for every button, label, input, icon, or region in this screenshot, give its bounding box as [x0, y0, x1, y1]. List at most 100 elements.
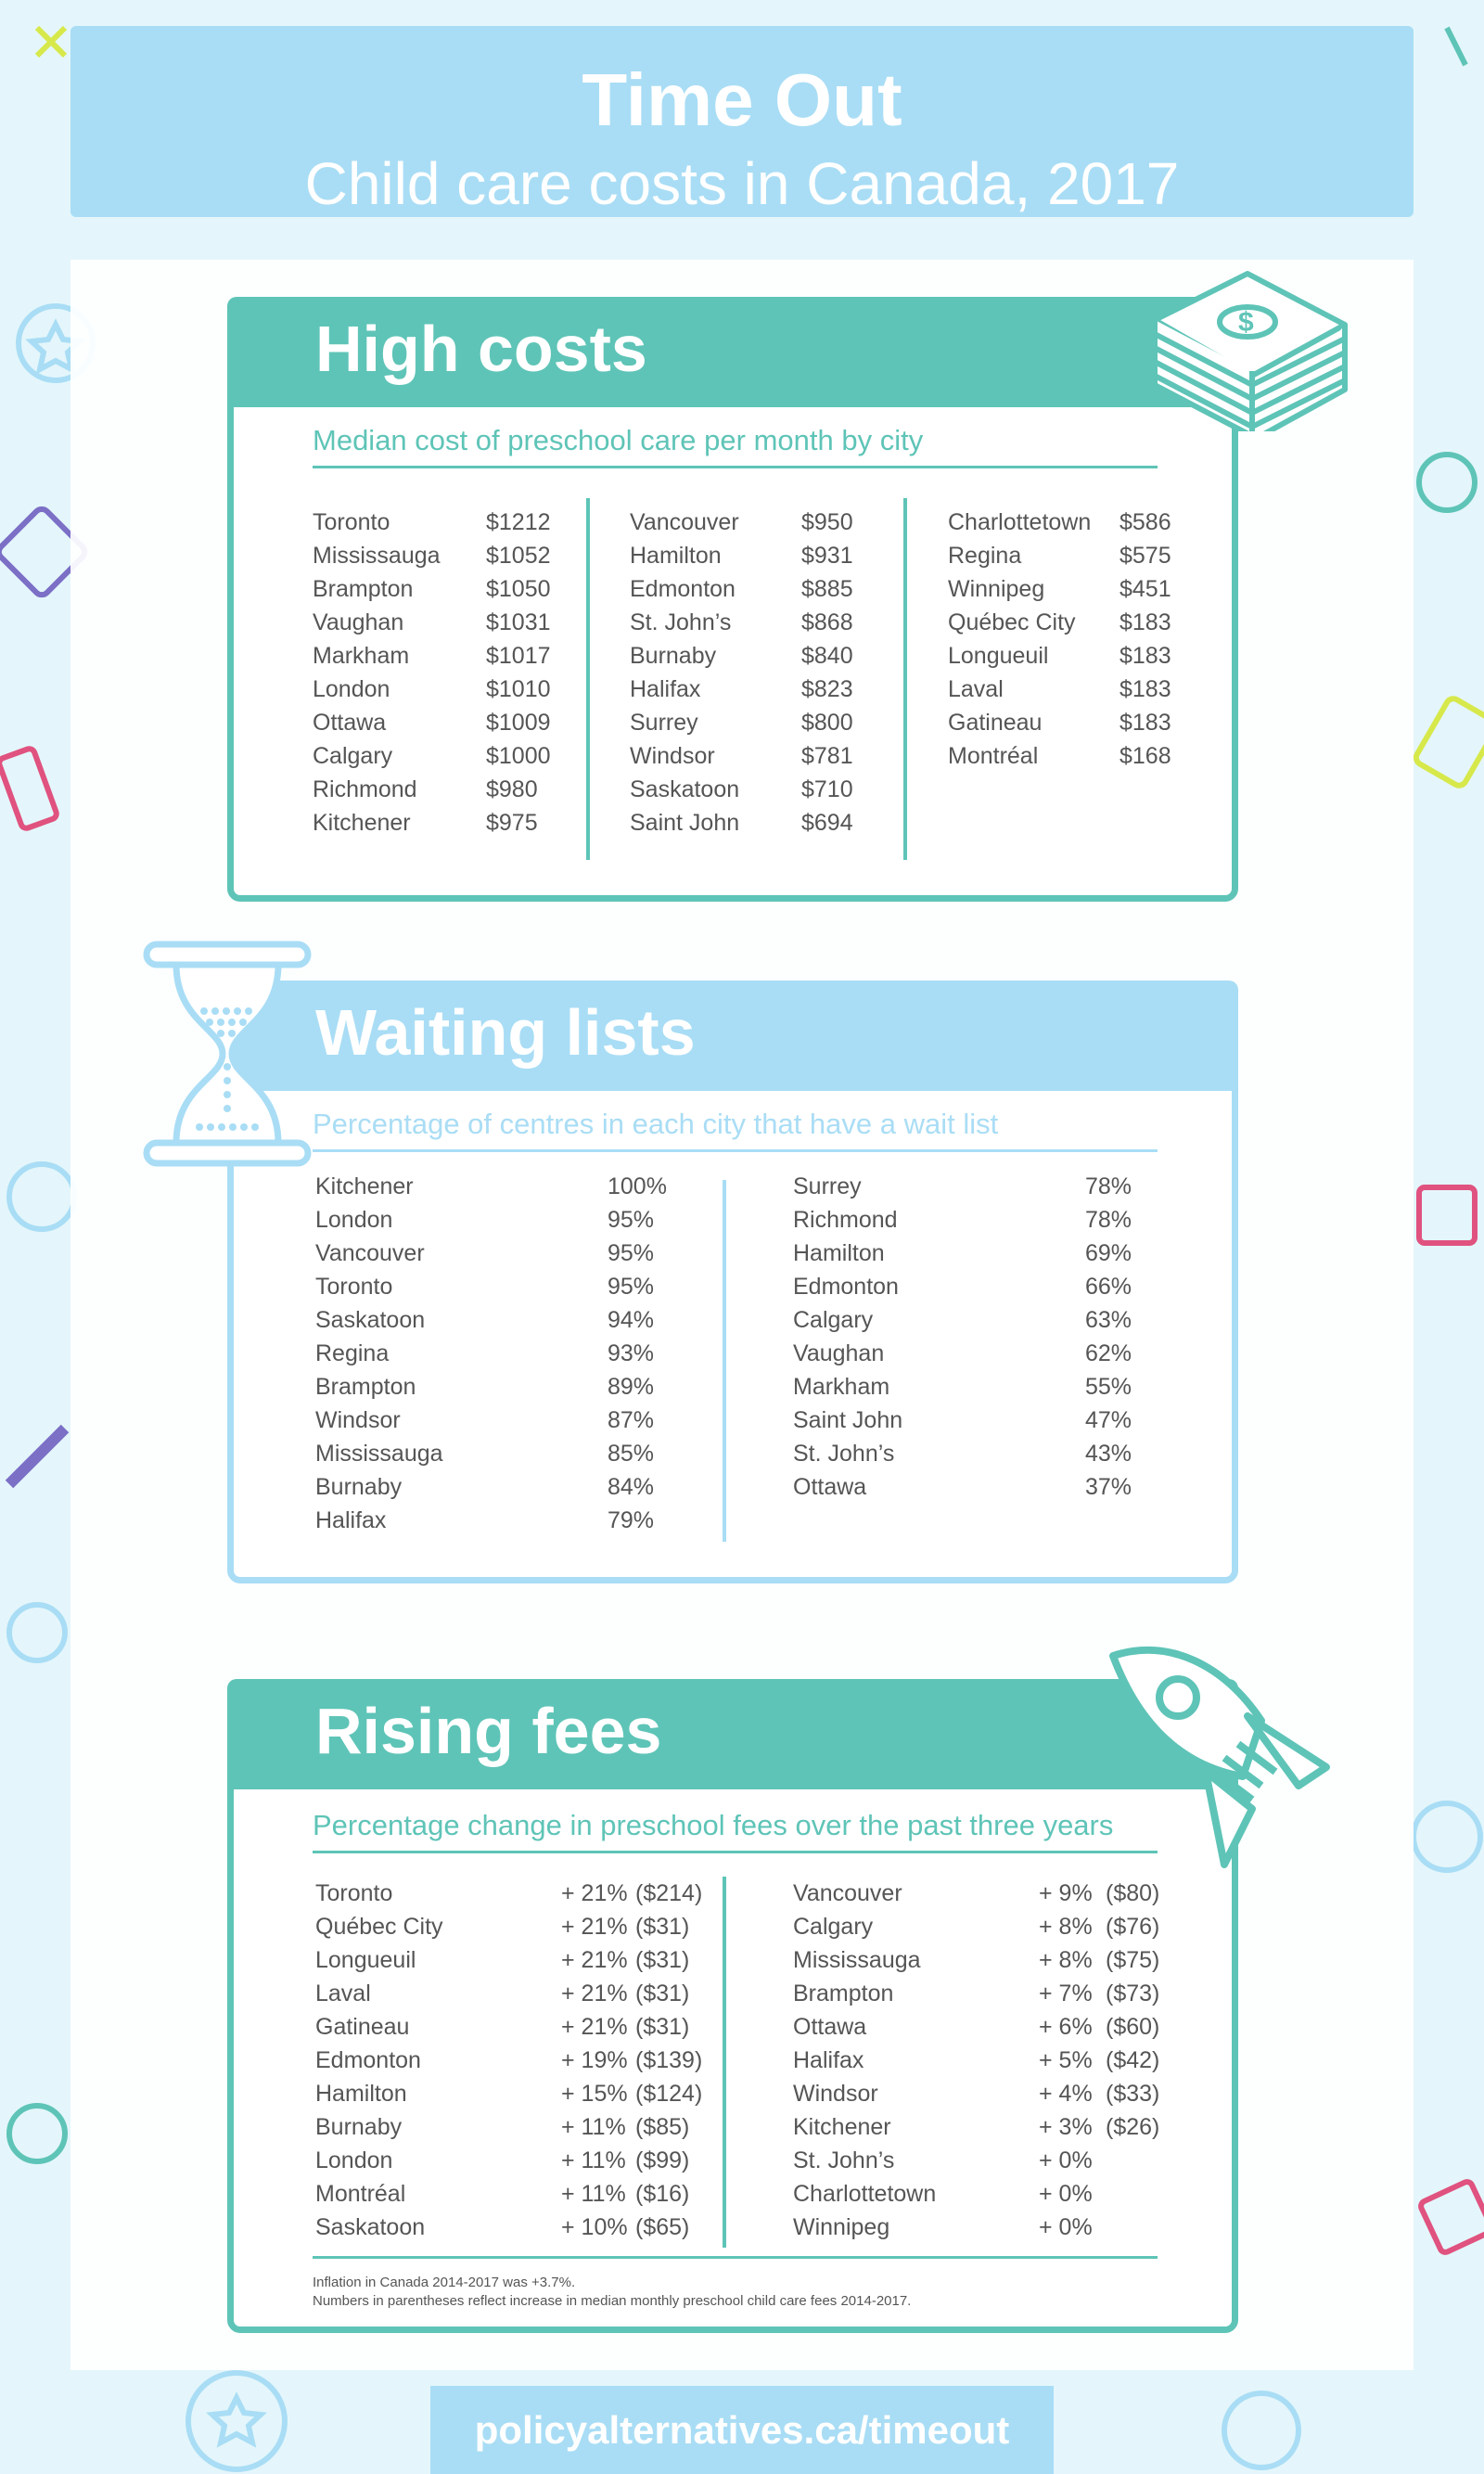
- table-row: Halifax + 5% ($42): [793, 2044, 1201, 2077]
- table-row: Hamilton + 15% ($124): [315, 2077, 723, 2110]
- city-name: Brampton: [315, 1374, 416, 1400]
- table-row: Windsor $781: [630, 739, 862, 773]
- city-name: Winnipeg: [793, 2214, 890, 2240]
- city-name: Regina: [315, 1340, 390, 1366]
- city-name: Calgary: [313, 743, 393, 769]
- table-row: Surrey $800: [630, 706, 862, 739]
- city-name: Charlottetown: [948, 509, 1092, 535]
- city-name: Calgary: [793, 1914, 874, 1940]
- rocket-icon: [1109, 1646, 1330, 1868]
- column-divider: [723, 1877, 726, 2248]
- monthly-cost: $1010: [486, 676, 551, 702]
- table-row: Toronto + 21% ($214): [315, 1877, 723, 1910]
- money-stack-icon: $: [1152, 271, 1348, 431]
- fee-change-percent: + 21%: [561, 1947, 628, 1973]
- table-row: Regina 93%: [315, 1337, 668, 1370]
- city-name: Longueuil: [315, 1947, 416, 1973]
- table-row: Vancouver + 9% ($80): [793, 1877, 1201, 1910]
- hourglass-icon: [143, 941, 312, 1167]
- city-name: Saskatoon: [630, 776, 740, 802]
- city-name: Longueuil: [948, 643, 1049, 669]
- table-row: Richmond 78%: [793, 1203, 1145, 1237]
- table-row: Hamilton 69%: [793, 1237, 1145, 1270]
- city-name: Surrey: [793, 1173, 862, 1199]
- wait-list-percent: 66%: [1085, 1274, 1132, 1300]
- table-row: Vaughan $1031: [313, 606, 554, 639]
- city-name: Windsor: [630, 743, 715, 769]
- monthly-cost: $1031: [486, 609, 551, 635]
- table-row: Toronto $1212: [313, 506, 554, 539]
- waiting-lists-subtitle: Percentage of centres in each city that …: [313, 1109, 1158, 1152]
- wait-list-percent: 94%: [608, 1307, 655, 1333]
- fee-change-percent: + 4%: [1039, 2081, 1093, 2107]
- fee-change-percent: + 9%: [1039, 1880, 1093, 1906]
- city-name: Richmond: [793, 1207, 898, 1233]
- fee-change-percent: + 21%: [561, 1980, 628, 2006]
- city-name: Halifax: [315, 1507, 387, 1533]
- monthly-cost: $183: [1119, 643, 1171, 669]
- table-row: Montréal $168: [948, 739, 1180, 773]
- table-row: Ottawa $1009: [313, 706, 554, 739]
- footnote-parentheses: Numbers in parentheses reflect increase …: [313, 2293, 912, 2309]
- wait-list-percent: 95%: [608, 1274, 655, 1300]
- table-row: Winnipeg $451: [948, 572, 1180, 606]
- fee-change-amount: ($75): [1106, 1947, 1160, 1973]
- city-name: Markham: [313, 643, 410, 669]
- wait-list-percent: 47%: [1085, 1407, 1132, 1433]
- wait-list-percent: 62%: [1085, 1340, 1132, 1366]
- wait-list-percent: 55%: [1085, 1374, 1132, 1400]
- city-name: Hamilton: [315, 2081, 407, 2107]
- waiting-lists-card: Waiting lists Percentage of centres in e…: [227, 981, 1238, 1583]
- table-row: Calgary + 8% ($76): [793, 1910, 1201, 1943]
- city-name: Calgary: [793, 1307, 874, 1333]
- city-name: London: [315, 2147, 393, 2173]
- footer-url[interactable]: policyalternatives.ca/timeout: [430, 2386, 1054, 2474]
- table-row: London $1010: [313, 673, 554, 706]
- fee-change-amount: ($31): [635, 1914, 690, 1940]
- high-costs-column-1: Toronto $1212 Mississauga $1052 Brampton $105…: [313, 506, 554, 840]
- high-costs-title: High costs: [227, 297, 1238, 407]
- city-name: Gatineau: [948, 710, 1043, 736]
- monthly-cost: $840: [801, 643, 853, 669]
- city-name: Vancouver: [793, 1880, 902, 1906]
- fee-change-amount: ($31): [635, 1947, 690, 1973]
- city-name: Vancouver: [315, 1240, 425, 1266]
- high-costs-column-3: Charlottetown $586 Regina $575 Winnipeg $451 Q…: [948, 506, 1180, 773]
- city-name: Vaughan: [313, 609, 404, 635]
- table-row: Edmonton $885: [630, 572, 862, 606]
- table-row: Laval $183: [948, 673, 1180, 706]
- table-row: Saint John $694: [630, 806, 862, 840]
- city-name: Saskatoon: [315, 1307, 426, 1333]
- city-name: Kitchener: [313, 810, 411, 836]
- table-row: Mississauga + 8% ($75): [793, 1943, 1201, 1977]
- fee-change-amount: ($76): [1106, 1914, 1160, 1940]
- city-name: Vancouver: [630, 509, 739, 535]
- table-row: Burnaby 84%: [315, 1470, 668, 1504]
- table-row: Winnipeg + 0%: [793, 2211, 1201, 2244]
- table-row: Halifax $823: [630, 673, 862, 706]
- table-row: Montréal + 11% ($16): [315, 2177, 723, 2211]
- wait-list-percent: 89%: [608, 1374, 655, 1400]
- city-name: Laval: [948, 676, 1004, 702]
- fee-change-percent: + 21%: [561, 2014, 628, 2040]
- wait-list-percent: 93%: [608, 1340, 655, 1366]
- city-name: London: [313, 676, 390, 702]
- waiting-lists-column-1: Kitchener 100% London 95% Vancouver 95% Toront…: [315, 1170, 668, 1537]
- fee-change-amount: ($80): [1106, 1880, 1160, 1906]
- table-row: Edmonton 66%: [793, 1270, 1145, 1303]
- fee-change-amount: ($42): [1106, 2047, 1160, 2073]
- city-name: Saskatoon: [315, 2214, 426, 2240]
- city-name: Charlottetown: [793, 2181, 937, 2207]
- city-name: Regina: [948, 543, 1022, 569]
- city-name: Toronto: [313, 509, 390, 535]
- city-name: Laval: [315, 1980, 371, 2006]
- title-banner: Time Out Child care costs in Canada, 201…: [70, 26, 1414, 217]
- city-name: Ottawa: [793, 2014, 867, 2040]
- table-row: Halifax 79%: [315, 1504, 668, 1537]
- table-row: Ottawa + 6% ($60): [793, 2010, 1201, 2044]
- fee-change-percent: + 5%: [1039, 2047, 1093, 2073]
- city-name: Halifax: [630, 676, 701, 702]
- monthly-cost: $931: [801, 543, 853, 569]
- fee-change-amount: ($31): [635, 2014, 690, 2040]
- rising-fees-footnotes: Inflation in Canada 2014-2017 was +3.7%.…: [313, 2256, 1158, 2311]
